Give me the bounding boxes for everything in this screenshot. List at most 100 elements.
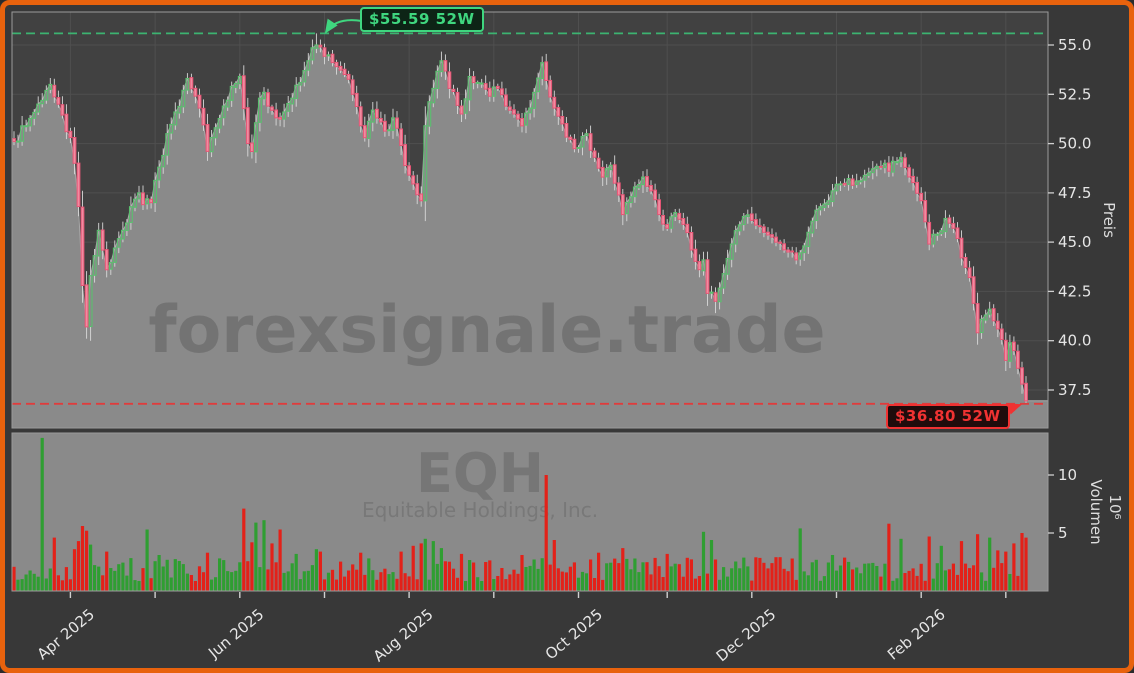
low-annotation: $36.80 52W — [886, 404, 1010, 429]
candle-up — [741, 215, 746, 226]
volume-bar — [931, 578, 935, 591]
candle-up — [854, 180, 859, 186]
volume-bar — [540, 558, 544, 591]
volume-bar — [705, 573, 710, 591]
candle-down — [677, 212, 682, 220]
volume-bar — [407, 576, 411, 591]
volume-bar — [1004, 551, 1008, 591]
volume-bar — [806, 575, 810, 591]
candle-down — [350, 79, 355, 95]
volume-bar — [387, 574, 391, 591]
volume-bar — [927, 536, 931, 591]
candle-down — [600, 166, 605, 178]
volume-bar — [193, 581, 197, 591]
candle-down — [975, 303, 980, 334]
volume-bar — [1000, 563, 1004, 591]
volume-bar — [923, 580, 927, 591]
candle-up — [890, 160, 895, 173]
volume-bar — [867, 563, 871, 591]
volume-bar — [891, 580, 895, 591]
volume-bar — [399, 551, 403, 591]
candle-down — [149, 198, 153, 204]
candle-down — [459, 105, 464, 115]
volume-bar — [109, 568, 113, 591]
candle-up — [185, 77, 190, 91]
candle-down — [770, 234, 774, 238]
candle-up — [427, 101, 432, 127]
volume-bar — [500, 568, 504, 591]
volume-bar — [32, 573, 36, 591]
volume-bar — [464, 581, 468, 591]
candle-down — [201, 107, 206, 126]
volume-bar — [306, 570, 310, 591]
candle-up — [96, 229, 101, 257]
volume-bar — [863, 563, 867, 591]
candle-up — [302, 70, 307, 83]
candle-down — [354, 92, 359, 108]
volume-bar — [879, 576, 883, 591]
candle-down — [766, 231, 770, 236]
candle-up — [721, 273, 726, 289]
volume-bar — [838, 565, 843, 591]
volume-bar — [472, 562, 476, 591]
candle-down — [76, 162, 81, 208]
candle-down — [592, 150, 597, 158]
volume-bar — [480, 581, 484, 591]
candle-down — [786, 249, 791, 253]
candle-up — [701, 259, 706, 272]
candle-down — [1016, 350, 1020, 369]
volume-bar — [173, 559, 177, 591]
volume-axis-title: Volumen — [1087, 479, 1105, 544]
candle-up — [576, 146, 581, 149]
volume-bar — [371, 570, 375, 591]
volume-bar — [972, 565, 976, 591]
price-tick-label: 37.5 — [1058, 381, 1091, 399]
volume-bar — [476, 577, 480, 591]
volume-bar — [532, 559, 536, 591]
candle-up — [641, 176, 645, 186]
candle-down — [419, 193, 424, 202]
candle-up — [725, 257, 730, 275]
volume-bar — [617, 563, 621, 591]
candle-down — [991, 308, 996, 322]
volume-bar — [516, 573, 520, 591]
volume-bar — [637, 572, 641, 591]
candle-up — [979, 318, 984, 334]
volume-bar — [330, 569, 335, 591]
candle-up — [882, 162, 887, 169]
volume-bar — [593, 578, 597, 591]
candle-up — [475, 81, 480, 84]
volume-bar — [847, 561, 851, 591]
volume-bar — [988, 537, 992, 591]
volume-bar — [230, 572, 234, 591]
candle-up — [217, 117, 222, 129]
volume-bar — [383, 568, 387, 591]
candle-up — [874, 165, 879, 170]
candle-down — [245, 107, 250, 145]
volume-bar — [89, 544, 93, 591]
price-tick-label: 40.0 — [1058, 332, 1091, 350]
candle-up — [822, 203, 827, 209]
volume-bar — [742, 557, 746, 591]
volume-bar — [157, 555, 161, 591]
high-annotation: $55.59 52W — [360, 7, 484, 32]
volume-bar — [355, 569, 359, 591]
volume-bar — [282, 572, 286, 591]
volume-bar — [556, 568, 560, 591]
volume-bar — [834, 570, 839, 591]
volume-bar — [968, 568, 972, 591]
candle-up — [165, 133, 170, 156]
volume-bar — [601, 579, 605, 591]
candle-up — [213, 127, 218, 139]
candle-down — [205, 124, 210, 152]
candle-up — [895, 161, 899, 164]
volume-bar — [395, 578, 399, 591]
candle-down — [52, 84, 57, 98]
volume-bar — [181, 564, 185, 591]
volume-bar — [746, 566, 750, 591]
candle-down — [572, 138, 577, 150]
candle-down — [923, 200, 928, 223]
candle-down — [266, 92, 270, 107]
candle-down — [1003, 339, 1008, 361]
